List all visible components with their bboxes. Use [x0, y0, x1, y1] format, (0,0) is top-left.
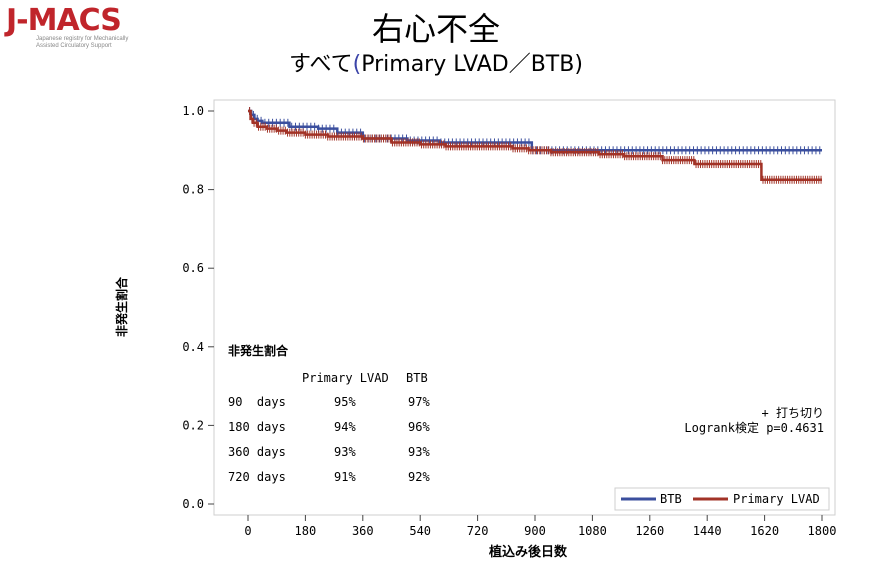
rates-row-primary: 91% [334, 470, 356, 484]
x-tick-label: 540 [409, 524, 431, 538]
x-tick-label: 1080 [578, 524, 607, 538]
y-tick-label: 0.8 [182, 183, 204, 197]
censor-annotation: + 打ち切り [762, 406, 824, 420]
y-tick-label: 0.2 [182, 418, 204, 432]
rates-row-label: 90 days [228, 395, 286, 409]
legend: BTB Primary LVAD [614, 487, 830, 511]
x-tick-label: 180 [295, 524, 317, 538]
subtitle-main: Primary LVAD／BTB [361, 52, 575, 77]
x-tick-label: 1800 [808, 524, 837, 538]
rates-row-primary: 95% [334, 395, 356, 409]
rates-row-btb: 97% [408, 395, 430, 409]
logrank-annotation: Logrank検定 p=0.4631 [684, 420, 824, 435]
rates-row-label: 360 days [228, 445, 286, 459]
y-tick-label: 1.0 [182, 104, 204, 118]
x-tick-label: 900 [524, 524, 546, 538]
x-tick-label: 1260 [635, 524, 664, 538]
x-tick-label: 1440 [693, 524, 722, 538]
x-tick-label: 720 [467, 524, 489, 538]
plot-frame [213, 99, 836, 516]
x-tick-label: 360 [352, 524, 374, 538]
page-subtitle: すべて(Primary LVAD／BTB) [0, 46, 872, 78]
legend-label-btb: BTB [660, 492, 682, 506]
rates-row-primary: 93% [334, 445, 356, 459]
subtitle-open-paren: ( [352, 52, 362, 77]
logo-text: J-MACS [6, 3, 122, 38]
rates-table: 非発生割合 Primary LVAD BTB 90 days 95% 97% 1… [228, 343, 430, 484]
rates-header-primary: Primary LVAD [302, 371, 389, 385]
rates-row-btb: 92% [408, 470, 430, 484]
rates-row-btb: 96% [408, 420, 430, 434]
rates-row-btb: 93% [408, 445, 430, 459]
y-axis-label: 非発生割合 [114, 276, 129, 337]
x-tick-label: 0 [244, 524, 251, 538]
legend-label-primary: Primary LVAD [733, 492, 820, 506]
subtitle-close-paren: ) [574, 52, 583, 77]
km-curve-primary-lvad [248, 109, 822, 182]
rates-table-title: 非発生割合 [228, 343, 289, 358]
logo-subtitle: Japanese registry for Mechanically Assis… [36, 36, 129, 49]
y-tick-label: 0.4 [182, 340, 204, 354]
x-tick-label: 1620 [750, 524, 779, 538]
subtitle-prefix: すべて [289, 52, 353, 77]
rates-row-primary: 94% [334, 420, 356, 434]
rates-row-label: 180 days [228, 420, 286, 434]
j-macs-logo: J-MACS Japanese registry for Mechanicall… [6, 6, 146, 50]
y-tick-label: 0.0 [182, 497, 204, 511]
x-axis-label: 植込み後日数 [488, 544, 568, 560]
rates-row-label: 720 days [228, 470, 286, 484]
rates-header-btb: BTB [406, 371, 428, 385]
y-tick-label: 0.6 [182, 261, 204, 275]
page-title: 右心不全 [371, 10, 500, 48]
